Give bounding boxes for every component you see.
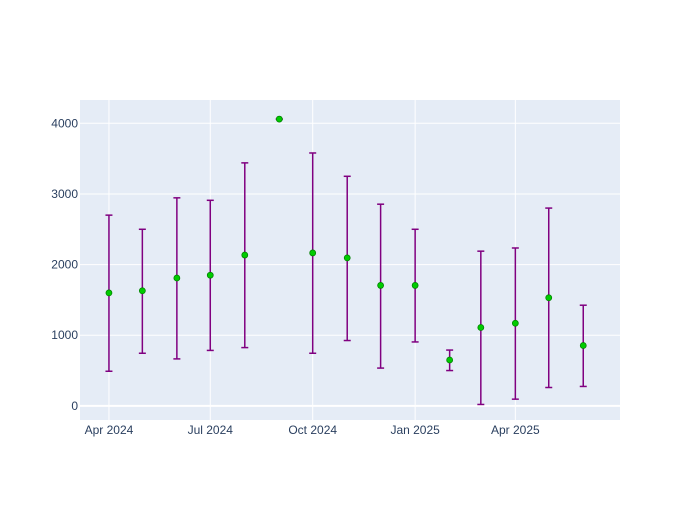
data-point xyxy=(138,287,146,295)
data-point xyxy=(511,319,519,327)
data-point xyxy=(477,324,485,331)
data-point xyxy=(173,274,181,282)
data-point xyxy=(309,249,317,257)
x-axis-ticks: Apr 2024 Jul 2024 Oct 2024 Jan 2025 Apr 2025 xyxy=(85,423,540,437)
y-tick-label: 2000 xyxy=(51,258,78,272)
y-tick-label: 0 xyxy=(71,399,78,413)
data-point xyxy=(377,282,384,289)
x-tick-label: Oct 2024 xyxy=(288,423,337,437)
data-point xyxy=(545,294,553,302)
data-point xyxy=(206,271,214,279)
data-point xyxy=(579,342,587,349)
x-tick-label: Apr 2025 xyxy=(491,423,540,437)
data-point xyxy=(343,254,351,262)
data-point xyxy=(275,115,283,123)
data-points xyxy=(105,115,587,364)
y-tick-label: 1000 xyxy=(51,328,78,342)
data-point xyxy=(411,282,419,289)
x-tick-label: Jan 2025 xyxy=(390,423,440,437)
plot-background xyxy=(80,100,620,420)
data-point xyxy=(241,251,249,259)
y-tick-label: 4000 xyxy=(51,116,78,130)
y-axis-ticks: 0 1000 2000 3000 4000 xyxy=(51,116,78,413)
data-point xyxy=(446,356,454,364)
y-tick-label: 3000 xyxy=(51,187,78,201)
x-tick-label: Jul 2024 xyxy=(188,423,234,437)
data-point xyxy=(105,289,113,297)
x-tick-label: Apr 2024 xyxy=(85,423,134,437)
